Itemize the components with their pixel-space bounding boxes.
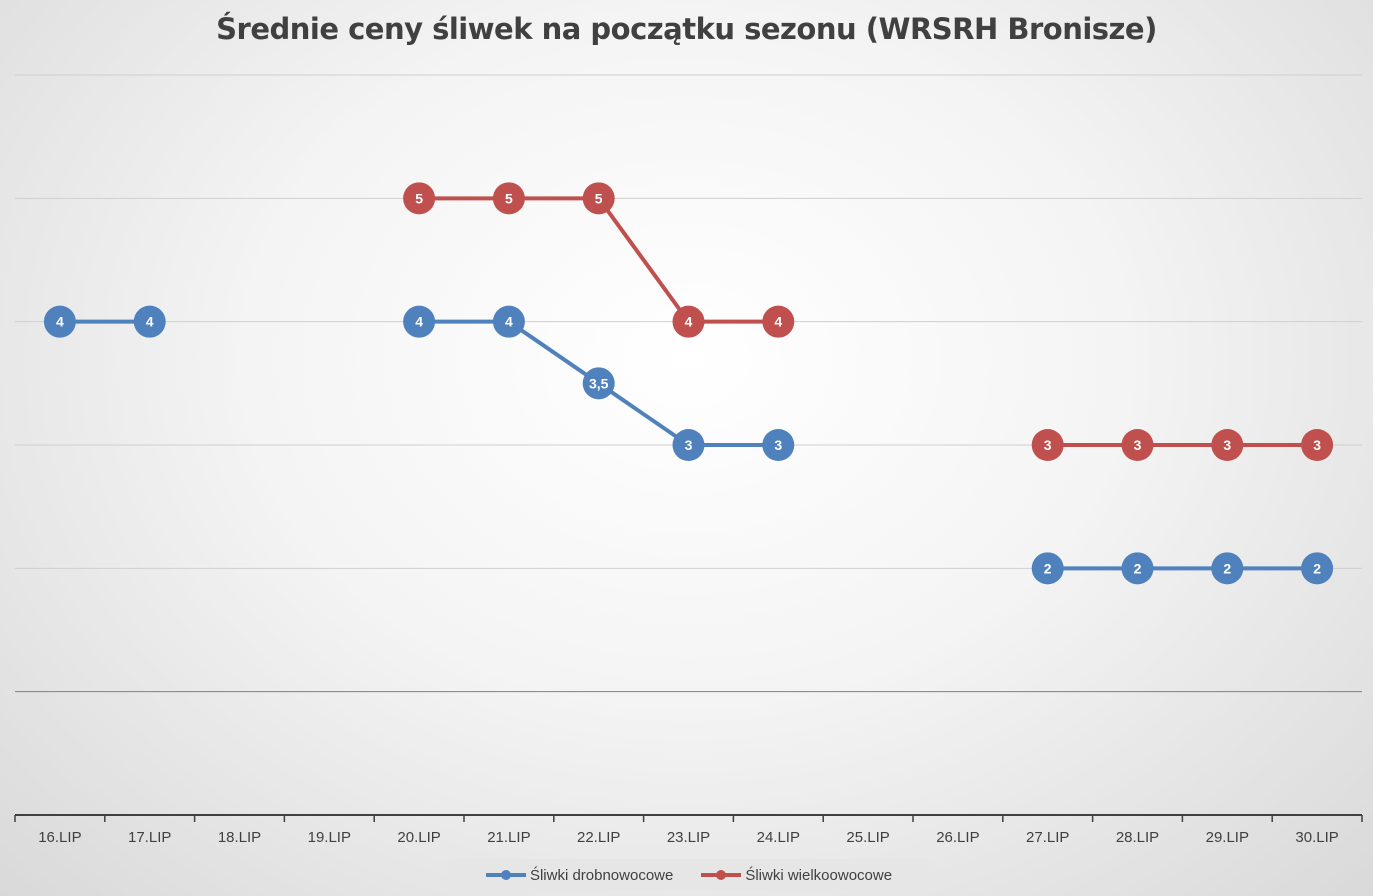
series-lines: 4 4 4 4 3,5 3 3 2 2 2 2 5 5 5 4 4 3 3 3 3 (43, 182, 1334, 585)
data-label: 4 (505, 314, 513, 330)
data-point (672, 305, 705, 338)
data-point (43, 305, 76, 338)
data-label: 4 (774, 314, 782, 330)
legend-item-series-1: Śliwki wielkoowocowe (701, 867, 892, 884)
series-line (419, 196, 779, 324)
data-label: 4 (56, 314, 64, 330)
series-0: 4 4 4 4 3,5 3 3 2 2 2 2 (43, 305, 1334, 585)
x-tick-label: 29.LIP (1206, 829, 1249, 846)
data-label: 3,5 (589, 375, 609, 391)
data-label: 2 (1134, 560, 1142, 576)
data-label: 3 (1223, 437, 1231, 453)
data-label: 3 (1313, 437, 1321, 453)
data-point (1121, 429, 1154, 461)
data-label: 4 (415, 314, 423, 330)
data-point (672, 429, 705, 461)
data-point (582, 182, 615, 215)
data-point (582, 367, 615, 400)
legend-label-series-1: Śliwki wielkoowocowe (745, 866, 893, 884)
data-point (403, 305, 436, 338)
x-tick-label: 20.LIP (397, 829, 440, 846)
data-point (762, 429, 795, 461)
x-tick-label: 25.LIP (846, 829, 889, 846)
x-tick-label: 27.LIP (1026, 829, 1069, 846)
data-point (1211, 429, 1244, 461)
x-tick-label: 30.LIP (1295, 829, 1338, 846)
data-point (1301, 429, 1334, 461)
gridlines (15, 74, 1362, 693)
x-tick-label: 21.LIP (487, 829, 530, 846)
data-label: 2 (1044, 560, 1052, 576)
data-label: 2 (1223, 560, 1231, 576)
data-point (492, 182, 525, 215)
x-tick-label: 22.LIP (577, 829, 620, 846)
data-label: 3 (774, 437, 782, 453)
data-label: 3 (685, 437, 693, 453)
legend-label-series-0: Śliwki drobnowocowe (529, 866, 674, 884)
data-label: 5 (505, 190, 513, 206)
x-tick-label: 24.LIP (757, 829, 800, 846)
x-tick-label: 17.LIP (128, 829, 171, 846)
data-label: 3 (1134, 437, 1142, 453)
chart-title: Średnie ceny śliwek na początku sezonu (… (216, 12, 1157, 46)
data-point (133, 305, 166, 338)
x-tick-labels: 16.LIP 17.LIP 18.LIP 19.LIP 20.LIP 21.LIP 22.L… (38, 829, 1339, 846)
data-point (1031, 429, 1064, 461)
x-tick-label: 18.LIP (218, 829, 261, 846)
x-tick-label: 28.LIP (1116, 829, 1159, 846)
x-tick-label: 23.LIP (667, 829, 710, 846)
legend: Śliwki drobnowocowe Śliwki wielkoowocowe (449, 859, 929, 891)
legend-swatch-series-0 (485, 868, 526, 882)
x-tick-label: 19.LIP (308, 829, 351, 846)
x-tick-label: 16.LIP (38, 829, 81, 846)
data-label: 4 (685, 314, 693, 330)
x-axis (14, 814, 1363, 822)
legend-item-series-0: Śliwki drobnowocowe (485, 866, 674, 884)
legend-swatch-series-1 (701, 868, 742, 882)
data-label: 3 (1044, 437, 1052, 453)
data-label: 5 (415, 190, 423, 206)
x-tick-label: 26.LIP (936, 829, 979, 846)
data-point (492, 305, 525, 338)
data-point (1301, 552, 1334, 585)
data-point (1211, 552, 1244, 585)
series-1: 5 5 5 4 4 3 3 3 3 (403, 182, 1334, 461)
data-point (762, 305, 795, 338)
data-label: 4 (146, 314, 154, 330)
data-point (403, 182, 436, 215)
data-label: 2 (1313, 560, 1321, 576)
data-label: 5 (595, 190, 603, 206)
data-point (1031, 552, 1064, 585)
data-point (1121, 552, 1154, 585)
